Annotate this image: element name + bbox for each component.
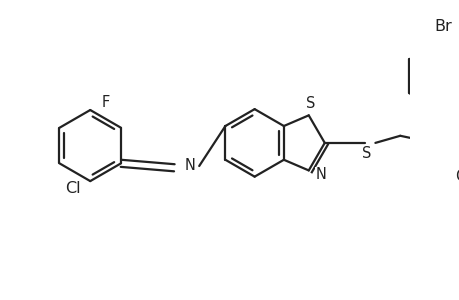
Text: S: S [361, 146, 370, 161]
Text: S: S [305, 96, 314, 111]
Text: N: N [315, 167, 326, 182]
Text: O: O [454, 169, 459, 184]
Text: N: N [185, 158, 196, 173]
Text: Br: Br [433, 19, 451, 34]
Text: Cl: Cl [65, 181, 80, 196]
Text: F: F [102, 95, 110, 110]
